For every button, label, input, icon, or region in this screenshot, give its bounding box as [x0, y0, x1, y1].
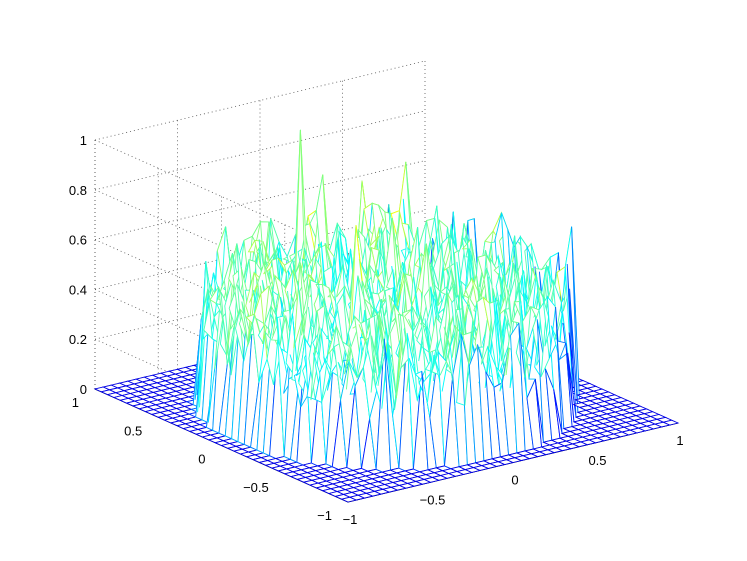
mesh-cell [661, 419, 680, 426]
x-tick-label: −0.5 [420, 492, 446, 507]
z-tick-label: 1 [80, 133, 87, 148]
grid-line [94, 110, 426, 191]
x-tick-label: 1 [676, 433, 683, 448]
y-tick-label: 0 [198, 452, 205, 467]
tick-labels: 0 0.2 0.4 0.6 0.8 1 −1 −0.5 0 0.5 1 −1 −0.5 0 0.5 1 [69, 133, 684, 527]
grid-line [94, 160, 426, 240]
mesh-surface [93, 129, 680, 503]
z-tick-label: 0.2 [69, 332, 87, 347]
y-tick-label: 0.5 [124, 423, 142, 438]
z-tick-label: 0.8 [69, 183, 87, 198]
z-tick-label: 0 [80, 382, 87, 397]
grid-line [94, 259, 426, 340]
y-tick-label: −1 [317, 508, 332, 523]
z-tick-label: 0.6 [69, 233, 87, 248]
y-tick-label: −0.5 [243, 480, 269, 495]
z-tick-label: 0.4 [69, 282, 87, 297]
grid-line [94, 60, 426, 141]
x-tick-label: 0 [511, 473, 518, 488]
x-tick-label: 0.5 [588, 453, 606, 468]
grid-line [94, 210, 426, 290]
y-tick-label: 1 [72, 395, 79, 410]
x-tick-label: −1 [343, 512, 358, 527]
